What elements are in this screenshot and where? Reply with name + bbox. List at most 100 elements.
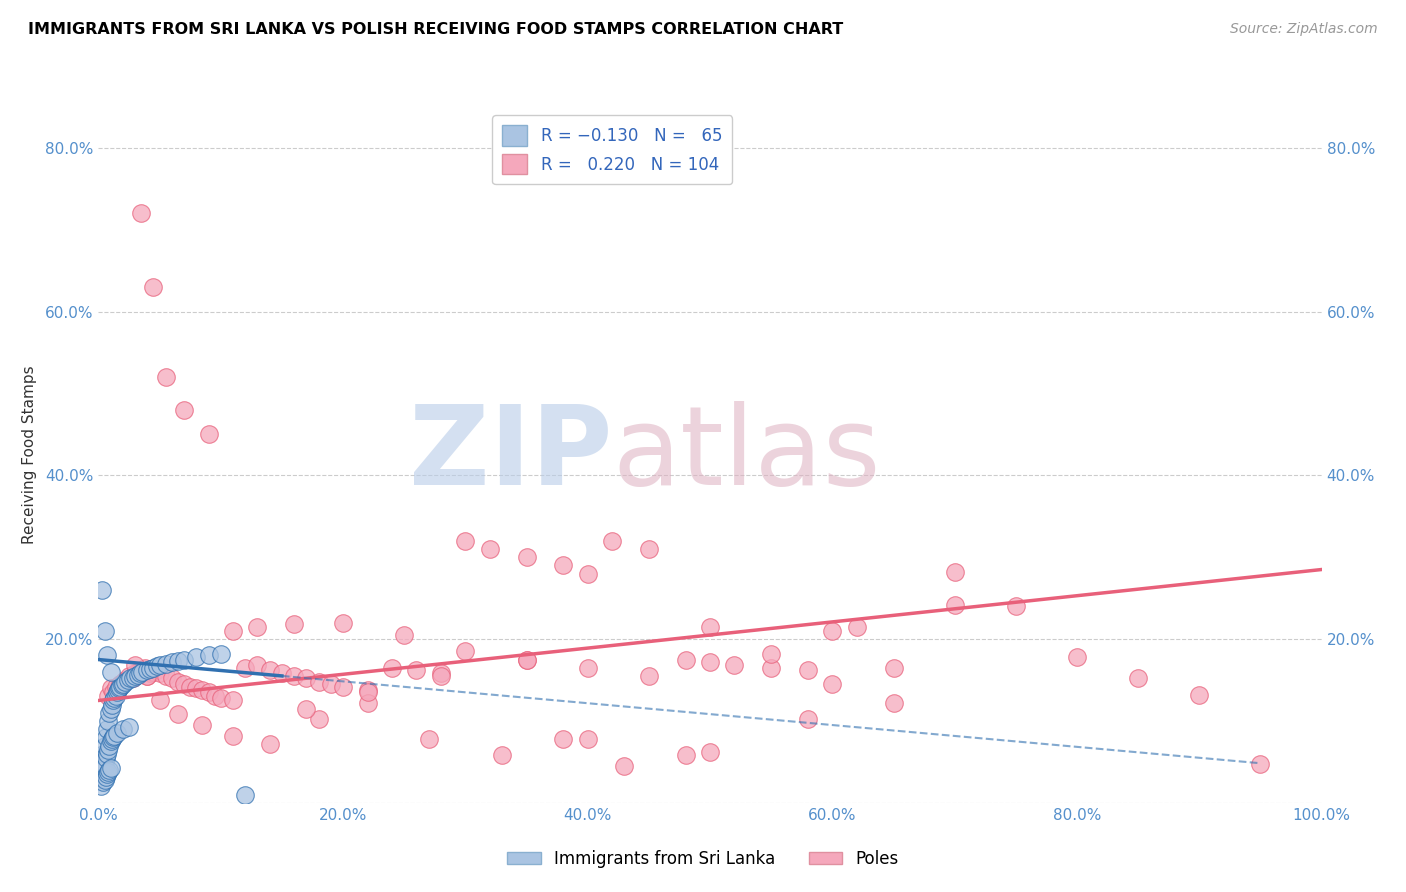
Point	[124, 666, 146, 681]
Point	[98, 706, 121, 720]
Point	[104, 690, 127, 704]
Point	[356, 685, 378, 699]
Point	[845, 620, 868, 634]
Point	[101, 685, 124, 699]
Point	[100, 665, 122, 679]
Point	[173, 403, 195, 417]
Point	[111, 677, 134, 691]
Point	[167, 674, 190, 689]
Point	[131, 665, 153, 679]
Point	[149, 666, 172, 681]
Point	[1004, 599, 1026, 614]
Point	[139, 666, 162, 681]
Point	[576, 731, 599, 746]
Point	[197, 427, 219, 442]
Point	[155, 657, 177, 671]
Point	[553, 558, 575, 573]
Point	[332, 680, 354, 694]
Point	[233, 788, 256, 802]
Point	[100, 681, 122, 696]
Point	[356, 682, 378, 697]
Point	[308, 712, 330, 726]
Point	[418, 731, 440, 746]
Point	[91, 771, 114, 785]
Point	[97, 690, 120, 704]
Point	[600, 533, 623, 548]
Point	[149, 693, 172, 707]
Point	[515, 652, 537, 666]
Point	[392, 628, 416, 642]
Point	[96, 648, 118, 663]
Point	[160, 672, 183, 686]
Point	[93, 772, 115, 787]
Point	[127, 668, 149, 682]
Point	[107, 682, 129, 697]
Point	[186, 650, 208, 665]
Point	[191, 682, 214, 697]
Point	[97, 764, 120, 779]
Point	[173, 677, 195, 691]
Point	[160, 655, 183, 669]
Text: atlas: atlas	[612, 401, 880, 508]
Point	[129, 206, 152, 220]
Point	[222, 729, 245, 743]
Point	[1188, 688, 1211, 702]
Point	[576, 566, 599, 581]
Point	[191, 718, 214, 732]
Point	[91, 747, 114, 761]
Point	[246, 658, 269, 673]
Text: Source: ZipAtlas.com: Source: ZipAtlas.com	[1230, 22, 1378, 37]
Point	[93, 759, 115, 773]
Point	[103, 729, 125, 743]
Point	[515, 652, 537, 666]
Point	[94, 731, 117, 745]
Point	[105, 685, 128, 699]
Point	[478, 542, 501, 557]
Point	[943, 598, 966, 612]
Point	[222, 624, 245, 638]
Point	[430, 669, 453, 683]
Point	[93, 739, 115, 753]
Point	[111, 674, 134, 689]
Point	[723, 658, 745, 673]
Point	[186, 681, 208, 696]
Point	[134, 661, 156, 675]
Point	[136, 669, 159, 683]
Point	[356, 696, 378, 710]
Point	[1066, 650, 1088, 665]
Point	[118, 669, 141, 683]
Point	[142, 280, 165, 294]
Y-axis label: Receiving Food Stamps: Receiving Food Stamps	[21, 366, 37, 544]
Point	[108, 681, 131, 696]
Point	[98, 739, 121, 753]
Point	[129, 666, 152, 681]
Point	[100, 734, 122, 748]
Point	[233, 661, 256, 675]
Point	[638, 542, 661, 557]
Point	[127, 665, 149, 679]
Point	[124, 658, 146, 673]
Legend: R = −0.130   N =   65, R =   0.220   N = 104: R = −0.130 N = 65, R = 0.220 N = 104	[492, 115, 733, 185]
Point	[381, 661, 404, 675]
Point	[332, 615, 354, 630]
Point	[179, 680, 201, 694]
Point	[197, 648, 219, 663]
Point	[295, 701, 318, 715]
Point	[91, 775, 114, 789]
Text: IMMIGRANTS FROM SRI LANKA VS POLISH RECEIVING FOOD STAMPS CORRELATION CHART: IMMIGRANTS FROM SRI LANKA VS POLISH RECE…	[28, 22, 844, 37]
Point	[121, 671, 143, 685]
Point	[97, 742, 120, 756]
Point	[96, 767, 118, 781]
Point	[675, 748, 697, 763]
Point	[101, 731, 124, 745]
Point	[797, 712, 820, 726]
Point	[430, 666, 453, 681]
Point	[821, 624, 844, 638]
Point	[104, 680, 127, 694]
Point	[91, 582, 114, 597]
Point	[167, 654, 190, 668]
Point	[124, 669, 146, 683]
Point	[91, 755, 114, 769]
Point	[110, 680, 132, 694]
Point	[139, 662, 162, 676]
